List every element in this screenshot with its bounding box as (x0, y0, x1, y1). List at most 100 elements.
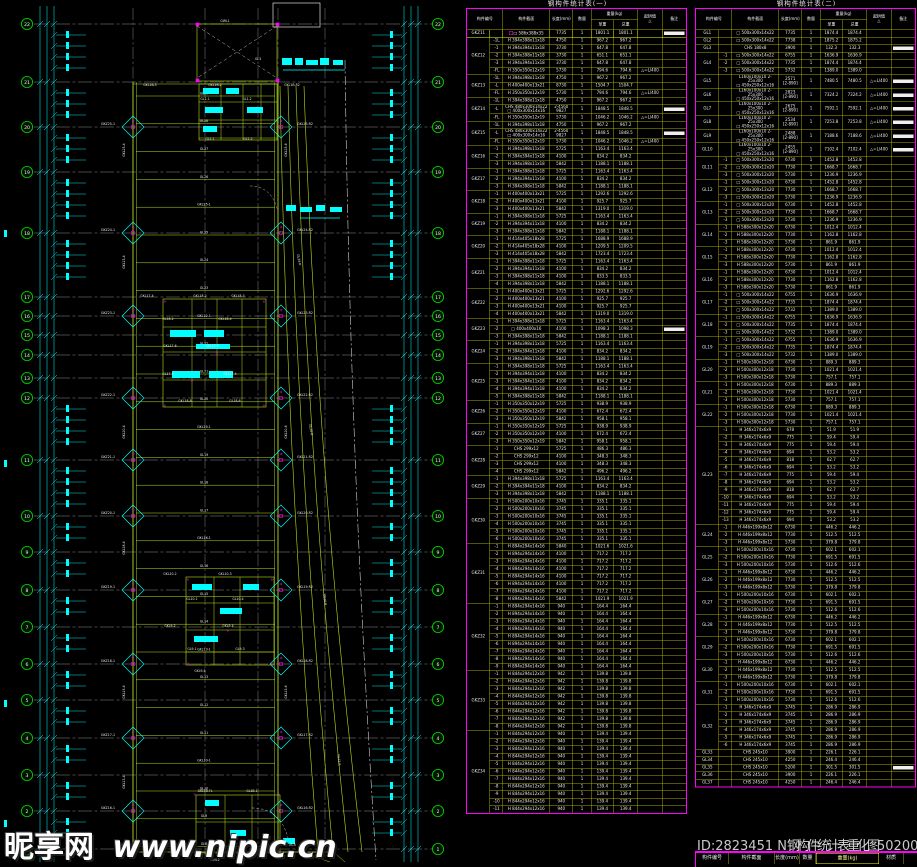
total-weight-cell: 1636.9 (842, 336, 868, 345)
total-weight-cell: 164.4 (613, 602, 639, 611)
remark-cell (890, 463, 916, 472)
svg-text:13: 13 (435, 376, 441, 382)
remark-cell (661, 580, 687, 589)
member-group-label: GL37 (695, 778, 720, 788)
length-cell: 4750 (549, 121, 574, 130)
member-group-label: GL36 (695, 771, 720, 780)
length-cell: 4100 (549, 347, 574, 356)
table-row: -2 H 894x294x14x16 940 1 164.4 164.4 (467, 610, 687, 619)
unit-weight-cell: 1021.4 (819, 411, 843, 420)
camber-cell (637, 610, 663, 619)
unit-weight-cell: 164.4 (590, 625, 614, 634)
remark-cell (661, 160, 687, 169)
camber-cell (866, 171, 892, 180)
table-row: -10 H 346x174x6x9 694 1 53.2 53.2 (696, 493, 916, 502)
remark-cell (890, 583, 916, 592)
column-header: 长度(mm) (778, 8, 803, 30)
camber-cell (637, 527, 663, 536)
camber-cell (866, 59, 892, 68)
section-cell: H 588x300x12x20 (731, 238, 779, 247)
length-cell: 6755 (778, 51, 803, 60)
total-weight-cell: 59.4 (842, 441, 868, 450)
qty-cell: 1 (801, 74, 821, 89)
qty-cell: 1 (572, 565, 592, 574)
camber-cell (866, 756, 892, 765)
member-group-label: GKZ31 (466, 542, 491, 604)
qty-cell: 1 (801, 306, 821, 315)
svg-text:GKL10-2: GKL10-2 (163, 572, 176, 576)
sub-label: -2 (489, 242, 504, 251)
remark-cell (890, 306, 916, 315)
length-cell: 694 (778, 478, 803, 487)
sub-label (718, 29, 733, 38)
partial-table-header: 构件编号 构件截面 长度(mm) 数量 重量(kg) 材质 (695, 851, 917, 867)
remark-cell (661, 51, 687, 60)
member-group-label: GL17 (695, 291, 720, 315)
column-header: 重量(kg) (590, 8, 639, 20)
camber-cell (866, 508, 892, 517)
table-row: -2 H 350x350x12x19 4100 1 672.4 672.4 (467, 430, 687, 439)
svg-text:GL24: GL24 (200, 258, 208, 262)
sub-label: -2 (718, 321, 733, 330)
length-cell: 940 (549, 730, 574, 739)
svg-text:GL1B-1: GL1B-1 (246, 789, 257, 793)
qty-cell: 1 (801, 508, 821, 517)
camber-cell (866, 696, 892, 705)
sub-label (718, 74, 733, 89)
length-cell: 5842 (549, 205, 574, 214)
section-cell: H 500x200x10x16 (731, 598, 779, 607)
section-cell: H 350x350x12x19 (502, 437, 550, 446)
length-cell: 942 (549, 677, 574, 686)
section-cell: H 500x300x12x18 (731, 396, 779, 405)
table-row: -4 H 400x400x13x21 5842 1 1319.0 1319.0 (467, 310, 687, 319)
qty-cell: 1 (572, 235, 592, 244)
remark-cell (890, 666, 916, 675)
total-weight-cell: 717.2 (613, 587, 639, 596)
unit-weight-cell: 139.4 (590, 760, 614, 769)
camber-cell (866, 261, 892, 270)
unit-weight-cell: 834.2 (590, 385, 614, 394)
sub-label: -8 (489, 782, 504, 791)
section-cell: L160x100x10 2-25x300 □ 450x250x12x16 (731, 101, 779, 116)
section-cell: H 844x294x12x16 (502, 790, 550, 799)
remark-cell (661, 482, 687, 491)
unit-weight-cell: 1188.1 (590, 182, 614, 191)
table-row: -6 H 346x174x6x9 3745 1 286.9 286.9 (696, 741, 916, 750)
sub-label: -2 (718, 411, 733, 420)
remark-cell (890, 598, 916, 607)
qty-cell: 1 (801, 283, 821, 292)
remark-cell (661, 692, 687, 701)
remark-cell (661, 782, 687, 791)
camber-cell (637, 752, 663, 761)
table-row: GKZ27 -1 H 350x350x12x19 5725 1 938.9 938.9 (466, 422, 687, 446)
qty-cell: 1 (572, 227, 592, 236)
table-row: -4 H 844x294x12x16 940 1 139.4 139.4 (467, 752, 687, 761)
svg-text:GL1B-R: GL1B-R (284, 843, 296, 847)
qty-cell: 1 (801, 29, 821, 38)
unit-weight-cell: 7324.2 (819, 87, 843, 103)
section-cell: H 844x294x12x16 (502, 737, 550, 746)
section-cell: H 346x174x6x9 (731, 478, 779, 487)
total-weight-cell: 1874.4 (842, 29, 868, 38)
total-weight-cell: 1389.0 (842, 328, 868, 337)
qty-cell: 1 (801, 561, 821, 570)
section-cell: H 394x398x11x18 (502, 257, 550, 266)
camber-cell (866, 771, 892, 780)
table-row: -2 H 588x300x12x20 7730 1 1162.8 1162.8 (696, 253, 916, 262)
total-weight-cell: 512.6 (842, 561, 868, 570)
member-group-label: GKZ21 (466, 257, 491, 289)
qty-cell: 1 (572, 452, 592, 461)
qty-cell: 1 (801, 396, 821, 405)
total-weight-cell: 717.2 (613, 550, 639, 559)
member-group-label: GL24 (695, 523, 720, 547)
svg-text:15: 15 (435, 333, 441, 339)
unit-weight-cell: 717.2 (590, 572, 614, 581)
section-cell: H 500x200x10x16 (502, 512, 550, 521)
total-weight-cell: 512.5 (842, 666, 868, 675)
section-cell: H 394x398x11x18 (502, 362, 550, 371)
length-cell: 2488 [2-890] (778, 129, 803, 144)
table-row: -3 H 394x394x11x18 3730 1 647.8 647.8 (467, 59, 687, 68)
length-cell: 5725 (549, 235, 574, 244)
qty-cell: 1 (572, 340, 592, 349)
svg-text:GL21: GL21 (200, 369, 208, 373)
